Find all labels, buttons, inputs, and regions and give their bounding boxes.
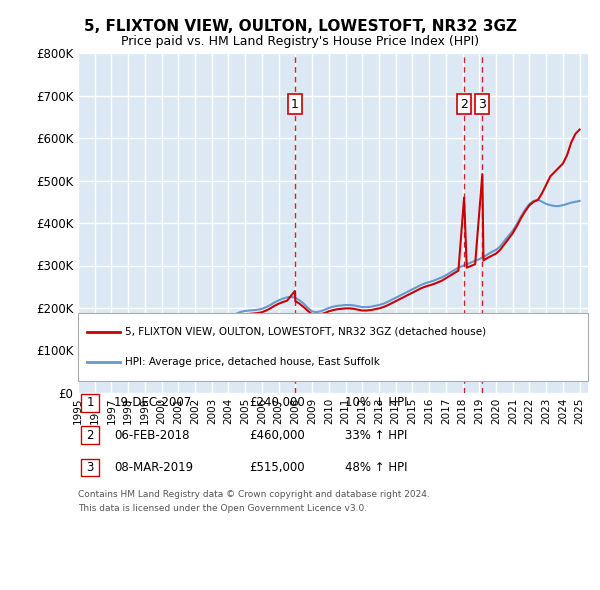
Text: 19-DEC-2007: 19-DEC-2007 (114, 396, 192, 409)
Text: 5, FLIXTON VIEW, OULTON, LOWESTOFT, NR32 3GZ: 5, FLIXTON VIEW, OULTON, LOWESTOFT, NR32… (83, 19, 517, 34)
Text: 5, FLIXTON VIEW, OULTON, LOWESTOFT, NR32 3GZ (detached house): 5, FLIXTON VIEW, OULTON, LOWESTOFT, NR32… (125, 327, 486, 337)
Text: Price paid vs. HM Land Registry's House Price Index (HPI): Price paid vs. HM Land Registry's House … (121, 35, 479, 48)
Text: £460,000: £460,000 (249, 428, 305, 442)
Text: 1: 1 (291, 97, 299, 110)
Text: 2: 2 (86, 428, 94, 442)
Text: £515,000: £515,000 (249, 461, 305, 474)
Text: Contains HM Land Registry data © Crown copyright and database right 2024.: Contains HM Land Registry data © Crown c… (78, 490, 430, 499)
Text: This data is licensed under the Open Government Licence v3.0.: This data is licensed under the Open Gov… (78, 504, 367, 513)
Text: 2: 2 (460, 97, 468, 110)
Text: 3: 3 (86, 461, 94, 474)
Text: 1: 1 (86, 396, 94, 409)
Text: 3: 3 (478, 97, 486, 110)
Text: 08-MAR-2019: 08-MAR-2019 (114, 461, 193, 474)
Text: £240,000: £240,000 (249, 396, 305, 409)
Text: 48% ↑ HPI: 48% ↑ HPI (345, 461, 407, 474)
Text: 10% ↓ HPI: 10% ↓ HPI (345, 396, 407, 409)
Text: HPI: Average price, detached house, East Suffolk: HPI: Average price, detached house, East… (125, 356, 380, 366)
Text: 33% ↑ HPI: 33% ↑ HPI (345, 428, 407, 442)
Text: 06-FEB-2018: 06-FEB-2018 (114, 428, 190, 442)
